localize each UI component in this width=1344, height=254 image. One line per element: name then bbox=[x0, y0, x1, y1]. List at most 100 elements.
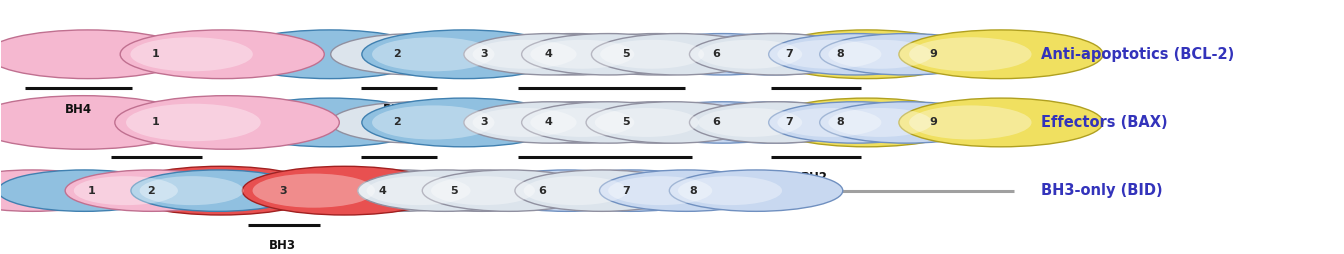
Text: 9: 9 bbox=[930, 49, 938, 59]
Text: 2: 2 bbox=[392, 117, 401, 128]
Ellipse shape bbox=[601, 40, 704, 69]
Text: 4: 4 bbox=[544, 117, 552, 128]
Ellipse shape bbox=[488, 34, 661, 75]
Text: 2: 2 bbox=[148, 186, 155, 196]
Text: 1: 1 bbox=[152, 117, 159, 128]
Ellipse shape bbox=[331, 34, 504, 75]
Ellipse shape bbox=[769, 102, 942, 143]
Ellipse shape bbox=[65, 170, 239, 211]
Ellipse shape bbox=[820, 34, 993, 75]
Text: BH3: BH3 bbox=[383, 103, 410, 116]
Ellipse shape bbox=[909, 37, 1032, 71]
Ellipse shape bbox=[367, 176, 470, 205]
Text: BH3: BH3 bbox=[383, 171, 410, 184]
Ellipse shape bbox=[0, 30, 190, 79]
Ellipse shape bbox=[777, 40, 882, 69]
Ellipse shape bbox=[227, 98, 431, 147]
Ellipse shape bbox=[595, 108, 699, 137]
Text: 3: 3 bbox=[480, 117, 488, 128]
Ellipse shape bbox=[677, 176, 782, 205]
Ellipse shape bbox=[765, 98, 969, 147]
Text: 8: 8 bbox=[836, 117, 844, 128]
Ellipse shape bbox=[609, 176, 712, 205]
Text: BH2: BH2 bbox=[801, 103, 828, 116]
Text: 2: 2 bbox=[392, 49, 401, 59]
Ellipse shape bbox=[313, 170, 487, 211]
Text: BH4: BH4 bbox=[141, 171, 168, 184]
Text: 1: 1 bbox=[152, 49, 159, 59]
Ellipse shape bbox=[358, 170, 531, 211]
Ellipse shape bbox=[120, 30, 324, 79]
Text: 5: 5 bbox=[622, 117, 630, 128]
Ellipse shape bbox=[636, 34, 809, 75]
Text: 9: 9 bbox=[930, 117, 938, 128]
Text: 7: 7 bbox=[622, 186, 630, 196]
Ellipse shape bbox=[687, 102, 860, 143]
Ellipse shape bbox=[331, 102, 504, 143]
Ellipse shape bbox=[765, 30, 969, 79]
Ellipse shape bbox=[493, 102, 667, 143]
Text: 4: 4 bbox=[378, 186, 386, 196]
Ellipse shape bbox=[769, 34, 942, 75]
Ellipse shape bbox=[464, 34, 637, 75]
Text: BH4: BH4 bbox=[65, 103, 93, 116]
Ellipse shape bbox=[777, 108, 882, 137]
Ellipse shape bbox=[689, 34, 863, 75]
Text: 5: 5 bbox=[622, 49, 630, 59]
Text: 5: 5 bbox=[450, 186, 458, 196]
Text: 8: 8 bbox=[836, 49, 844, 59]
Text: 8: 8 bbox=[689, 186, 698, 196]
Text: 3: 3 bbox=[480, 49, 488, 59]
Ellipse shape bbox=[362, 98, 566, 147]
Ellipse shape bbox=[114, 96, 339, 149]
Ellipse shape bbox=[820, 102, 993, 143]
Ellipse shape bbox=[74, 176, 177, 205]
Ellipse shape bbox=[118, 166, 323, 215]
Ellipse shape bbox=[130, 37, 253, 71]
Ellipse shape bbox=[524, 176, 628, 205]
Ellipse shape bbox=[395, 170, 569, 211]
Ellipse shape bbox=[586, 102, 759, 143]
Ellipse shape bbox=[899, 98, 1103, 147]
Ellipse shape bbox=[531, 40, 634, 69]
Ellipse shape bbox=[473, 108, 577, 137]
Text: BH1: BH1 bbox=[589, 171, 616, 184]
Ellipse shape bbox=[544, 170, 718, 211]
Ellipse shape bbox=[362, 30, 566, 79]
Ellipse shape bbox=[899, 30, 1103, 79]
Ellipse shape bbox=[698, 40, 802, 69]
Text: Effectors (BAX): Effectors (BAX) bbox=[1042, 115, 1168, 130]
Ellipse shape bbox=[531, 108, 634, 137]
Ellipse shape bbox=[828, 40, 933, 69]
Ellipse shape bbox=[591, 34, 765, 75]
Ellipse shape bbox=[464, 102, 637, 143]
Text: BH3-only (BID): BH3-only (BID) bbox=[1042, 183, 1163, 198]
Ellipse shape bbox=[521, 102, 695, 143]
Ellipse shape bbox=[480, 170, 653, 211]
Text: 1: 1 bbox=[89, 186, 95, 196]
Ellipse shape bbox=[689, 102, 863, 143]
Text: 6: 6 bbox=[712, 117, 720, 128]
Ellipse shape bbox=[126, 104, 261, 141]
Ellipse shape bbox=[253, 173, 375, 208]
Ellipse shape bbox=[130, 170, 304, 211]
Text: Anti-apoptotics (BCL-2): Anti-apoptotics (BCL-2) bbox=[1042, 47, 1235, 62]
Ellipse shape bbox=[909, 105, 1032, 139]
Text: BH1: BH1 bbox=[589, 103, 616, 116]
Ellipse shape bbox=[140, 176, 243, 205]
Ellipse shape bbox=[828, 108, 933, 137]
Ellipse shape bbox=[0, 170, 118, 211]
Ellipse shape bbox=[227, 30, 431, 79]
Ellipse shape bbox=[372, 37, 495, 71]
Text: 4: 4 bbox=[544, 49, 552, 59]
Ellipse shape bbox=[233, 170, 406, 211]
Ellipse shape bbox=[402, 102, 575, 143]
Text: 3: 3 bbox=[278, 186, 286, 196]
Ellipse shape bbox=[402, 34, 575, 75]
Ellipse shape bbox=[570, 34, 743, 75]
Ellipse shape bbox=[698, 108, 802, 137]
Ellipse shape bbox=[431, 176, 535, 205]
Ellipse shape bbox=[372, 105, 495, 139]
Ellipse shape bbox=[242, 166, 446, 215]
Ellipse shape bbox=[422, 170, 595, 211]
